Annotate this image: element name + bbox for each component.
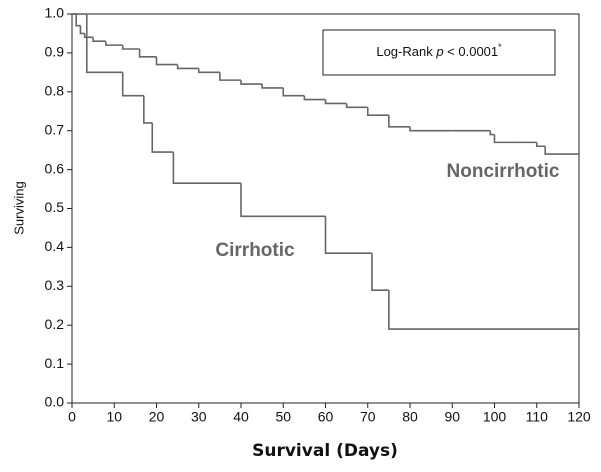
survival-step bbox=[544, 146, 579, 155]
survival-step bbox=[303, 95, 326, 101]
survival-step bbox=[388, 115, 410, 128]
y-tick-label: 0.2 bbox=[45, 316, 65, 332]
annotation-text: < 0.0001 bbox=[444, 44, 499, 59]
x-tick-label: 90 bbox=[444, 409, 460, 425]
survival-step bbox=[345, 103, 368, 109]
x-tick-label: 110 bbox=[526, 409, 549, 425]
survival-step bbox=[92, 37, 106, 43]
y-tick-label: 0.1 bbox=[45, 355, 65, 371]
survival-step bbox=[121, 72, 144, 97]
x-tick-label: 30 bbox=[191, 409, 207, 425]
survival-step bbox=[366, 107, 389, 116]
survival-step bbox=[324, 216, 372, 255]
y-tick-label: 0.7 bbox=[45, 121, 65, 137]
survival-step bbox=[324, 99, 347, 105]
x-tick-label: 70 bbox=[360, 409, 376, 425]
y-tick-label: 0.3 bbox=[45, 277, 65, 293]
y-axis-label: Surviving bbox=[11, 181, 26, 234]
survival-step bbox=[489, 130, 495, 136]
x-tick-label: 120 bbox=[567, 409, 591, 425]
x-tick-label: 80 bbox=[402, 409, 418, 425]
survival-step bbox=[261, 84, 284, 89]
survival-step bbox=[121, 45, 140, 50]
survival-step bbox=[197, 68, 220, 74]
survival-step bbox=[388, 290, 579, 330]
survival-step bbox=[138, 49, 157, 58]
survival-step bbox=[75, 14, 81, 27]
y-tick-label: 0.9 bbox=[45, 44, 65, 60]
annotation-text: Log-Rank bbox=[376, 44, 436, 59]
survival-step bbox=[371, 253, 389, 291]
y-tick-label: 0.6 bbox=[45, 160, 65, 176]
survival-step bbox=[535, 142, 546, 148]
survival-step bbox=[176, 64, 199, 70]
x-tick-label: 0 bbox=[68, 409, 76, 425]
series-label: Cirrhotic bbox=[215, 240, 295, 261]
x-tick-label: 10 bbox=[106, 409, 122, 425]
y-tick-label: 0.8 bbox=[45, 83, 65, 99]
x-tick-label: 50 bbox=[275, 409, 291, 425]
survival-step bbox=[151, 122, 174, 153]
survival-step bbox=[282, 87, 305, 97]
survival-step bbox=[240, 80, 263, 85]
y-tick-label: 1.0 bbox=[45, 5, 65, 21]
survival-step bbox=[85, 14, 123, 74]
survival-step bbox=[83, 33, 94, 39]
survival-step bbox=[143, 95, 153, 124]
series-label: Noncirrhotic bbox=[447, 161, 560, 182]
annotation-text: * bbox=[498, 42, 502, 52]
y-tick-label: 0.4 bbox=[45, 238, 65, 254]
survival-step bbox=[409, 126, 453, 132]
annotation: Log-Rank p < 0.0001* bbox=[376, 42, 502, 59]
x-tick-label: 40 bbox=[233, 409, 249, 425]
annotation-box bbox=[322, 29, 556, 76]
x-axis-label: Survival (Days) bbox=[252, 441, 398, 461]
x-tick-label: 60 bbox=[318, 409, 334, 425]
y-tick-label: 0.5 bbox=[45, 199, 65, 215]
survival-step bbox=[172, 152, 241, 185]
x-tick-label: 100 bbox=[483, 409, 507, 425]
x-tick-label: 20 bbox=[149, 409, 165, 425]
survival-step bbox=[493, 134, 516, 144]
plot-frame bbox=[71, 13, 580, 404]
survival-step bbox=[219, 72, 241, 81]
survival-step bbox=[240, 183, 326, 218]
survival-step bbox=[79, 25, 85, 35]
annotation-text: p bbox=[435, 44, 443, 59]
y-tick-label: 0.0 bbox=[45, 394, 65, 410]
survival-step bbox=[105, 41, 123, 46]
survival-step bbox=[155, 56, 178, 66]
